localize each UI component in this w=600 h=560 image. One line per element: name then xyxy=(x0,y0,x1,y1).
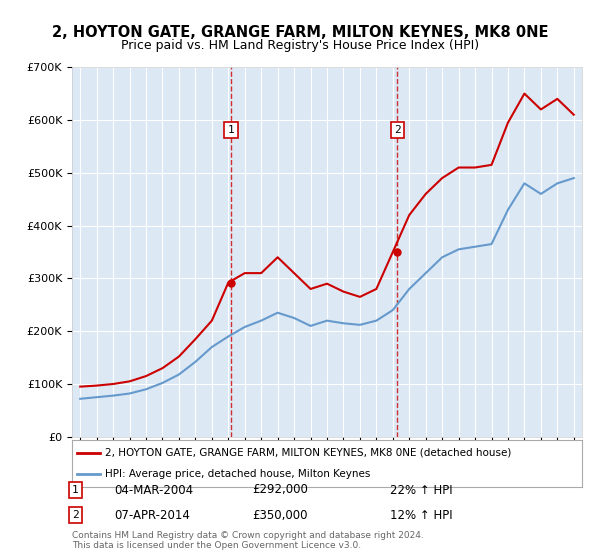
Text: HPI: Average price, detached house, Milton Keynes: HPI: Average price, detached house, Milt… xyxy=(105,469,371,479)
Text: 1: 1 xyxy=(228,125,235,135)
Text: Price paid vs. HM Land Registry's House Price Index (HPI): Price paid vs. HM Land Registry's House … xyxy=(121,39,479,52)
Text: £292,000: £292,000 xyxy=(252,483,308,497)
Text: 22% ↑ HPI: 22% ↑ HPI xyxy=(390,483,452,497)
Text: 2: 2 xyxy=(394,125,401,135)
Text: £350,000: £350,000 xyxy=(252,508,308,522)
Text: Contains HM Land Registry data © Crown copyright and database right 2024.
This d: Contains HM Land Registry data © Crown c… xyxy=(72,530,424,550)
Text: 07-APR-2014: 07-APR-2014 xyxy=(114,508,190,522)
Text: 2: 2 xyxy=(72,510,79,520)
Text: 2, HOYTON GATE, GRANGE FARM, MILTON KEYNES, MK8 0NE (detached house): 2, HOYTON GATE, GRANGE FARM, MILTON KEYN… xyxy=(105,448,512,458)
Text: 2, HOYTON GATE, GRANGE FARM, MILTON KEYNES, MK8 0NE: 2, HOYTON GATE, GRANGE FARM, MILTON KEYN… xyxy=(52,25,548,40)
Text: 1: 1 xyxy=(72,485,79,495)
Text: 04-MAR-2004: 04-MAR-2004 xyxy=(114,483,193,497)
Text: 12% ↑ HPI: 12% ↑ HPI xyxy=(390,508,452,522)
